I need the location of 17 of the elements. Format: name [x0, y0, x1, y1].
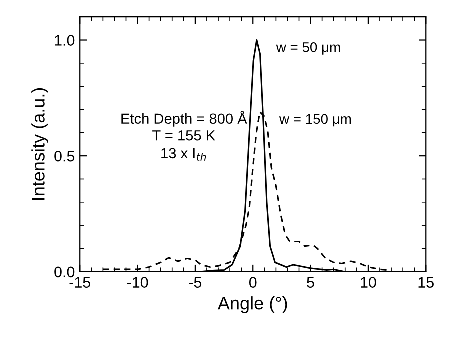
x-tick-label: 10 — [361, 277, 376, 288]
annotation: Etch Depth = 800 Å — [122, 111, 248, 127]
x-axis-title: Angle (°) — [218, 296, 288, 314]
x-tick-label: 0 — [249, 277, 257, 288]
x-tick-label: -15 — [70, 277, 91, 288]
y-tick-label: 1.0 — [55, 35, 75, 46]
x-tick-label: 15 — [418, 277, 434, 288]
x-tick-label: 5 — [307, 277, 314, 288]
y-tick-label: 0.5 — [54, 150, 75, 162]
series-label: w = 50 μm — [276, 42, 340, 55]
series-label: w = 150 μm — [279, 114, 352, 127]
x-tick-label: -10 — [127, 277, 148, 288]
y-tick-label: 0.0 — [54, 266, 75, 278]
annotation: 13 x I$_{th}$ — [162, 148, 206, 161]
annotation: T = 155 K — [152, 130, 216, 141]
x-tick-label: -5 — [189, 277, 202, 288]
y-axis-title: Intensity (a.u.) — [32, 88, 48, 200]
